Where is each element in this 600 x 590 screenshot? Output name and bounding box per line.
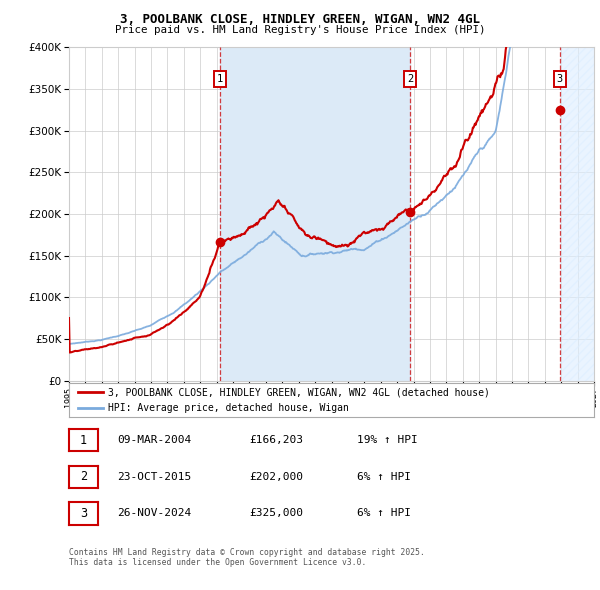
Text: 2: 2 [80,470,87,483]
Bar [220,47,410,381]
Text: 2: 2 [407,74,413,84]
Text: 6% ↑ HPI: 6% ↑ HPI [357,472,411,481]
Text: 26-NOV-2024: 26-NOV-2024 [117,509,191,518]
Text: 19% ↑ HPI: 19% ↑ HPI [357,435,418,445]
Text: 1: 1 [217,74,223,84]
Text: 1: 1 [80,434,87,447]
Text: 3: 3 [557,74,563,84]
Bar [560,47,594,381]
Text: £325,000: £325,000 [249,509,303,518]
Text: 3: 3 [80,507,87,520]
Text: 3, POOLBANK CLOSE, HINDLEY GREEN, WIGAN, WN2 4GL (detached house): 3, POOLBANK CLOSE, HINDLEY GREEN, WIGAN,… [109,387,490,397]
Text: HPI: Average price, detached house, Wigan: HPI: Average price, detached house, Wiga… [109,403,349,413]
Text: 23-OCT-2015: 23-OCT-2015 [117,472,191,481]
Text: £202,000: £202,000 [249,472,303,481]
Text: 09-MAR-2004: 09-MAR-2004 [117,435,191,445]
Text: 6% ↑ HPI: 6% ↑ HPI [357,509,411,518]
Text: 3, POOLBANK CLOSE, HINDLEY GREEN, WIGAN, WN2 4GL: 3, POOLBANK CLOSE, HINDLEY GREEN, WIGAN,… [120,13,480,26]
Text: Contains HM Land Registry data © Crown copyright and database right 2025.
This d: Contains HM Land Registry data © Crown c… [69,548,425,567]
Text: Price paid vs. HM Land Registry's House Price Index (HPI): Price paid vs. HM Land Registry's House … [115,25,485,35]
Text: £166,203: £166,203 [249,435,303,445]
